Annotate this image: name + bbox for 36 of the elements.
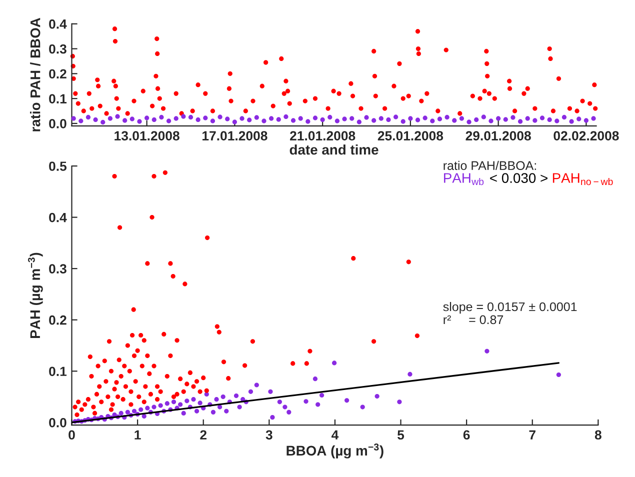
x-tick-label: 6 [463, 430, 470, 440]
annotation: ratio PAH/BBOA: [444, 160, 536, 170]
y-tick-label: 0.4 [49, 212, 67, 222]
x-tick-label: 8 [594, 430, 602, 440]
x-tick-label: 13.01.2008 [114, 131, 180, 140]
x-tick-label: 21.01.2008 [290, 131, 356, 140]
y-tick-label: 0.5 [49, 162, 67, 171]
y-tick-label: 0.3 [49, 44, 66, 54]
y-axis-title: ratio PAH / BBOA [30, 18, 40, 132]
x-tick-label: 5 [398, 430, 404, 440]
x-tick-label: 7 [529, 430, 536, 440]
y-tick-label: 0.4 [49, 19, 67, 29]
y-tick-label: 0.1 [49, 94, 67, 104]
text: PAH$_{wb}$ [444, 173, 484, 186]
y-tick-label: 0.1 [49, 366, 67, 376]
x-tick-label: 29.01.2008 [466, 131, 531, 140]
annotation: slope = 0.0157 ± 0.0001 [443, 302, 577, 314]
y-tick-label: 0.2 [49, 69, 66, 79]
x-axis-title: date and time [290, 144, 378, 155]
x-tick-label: 02.02.2008 [554, 131, 619, 140]
x-tick-label: 4 [331, 430, 339, 440]
y-tick-label: 0.2 [49, 315, 66, 325]
text: PAH$_{no−wb}$ [552, 173, 613, 186]
y-tick-label: 0.0 [49, 119, 66, 128]
y-axis-title: PAH (µg m$^{−3}$) [28, 252, 43, 338]
x-tick-label: 1 [134, 430, 141, 440]
y-tick-label: 0.3 [49, 264, 66, 274]
annotation: r² = 0.87 [444, 315, 504, 324]
x-tick-label: 25.01.2008 [378, 131, 444, 140]
x-tick-label: 0 [68, 430, 75, 440]
x-tick-label: 17.01.2008 [202, 131, 268, 140]
y-tick-label: 0.0 [49, 418, 66, 428]
annotation: < 0.030 > [490, 173, 548, 183]
x-tick-label: 2 [200, 430, 206, 440]
x-axis-title: BBOA (µg m$^{−3}$) [286, 444, 384, 458]
x-tick-label: 3 [266, 430, 272, 440]
